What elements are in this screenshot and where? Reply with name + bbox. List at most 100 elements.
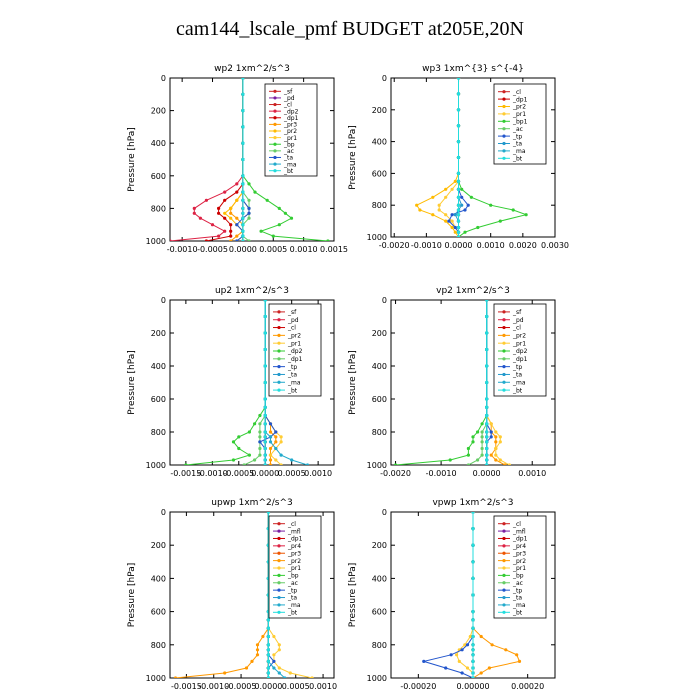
data-point-pr1: [468, 634, 472, 639]
data-point-dp1: [242, 463, 246, 465]
y-tick-label: 0: [161, 74, 166, 83]
legend-label: _ma: [287, 379, 301, 386]
legend-marker: [277, 318, 281, 322]
data-point-ma: [268, 435, 273, 439]
legend-marker: [502, 610, 506, 614]
data-point-tp: [274, 430, 278, 434]
data-point-dp1: [223, 216, 227, 220]
legend-marker: [277, 522, 281, 526]
data-point-bt: [241, 190, 245, 194]
series-group: [421, 512, 522, 678]
legend-marker: [273, 142, 277, 146]
legend-label: _pr1: [287, 565, 301, 572]
data-point-tp: [465, 643, 470, 647]
legend-marker: [277, 388, 281, 392]
data-point-ma: [290, 458, 294, 462]
data-point-dp1: [480, 440, 484, 444]
legend-label: _pr1: [512, 565, 526, 572]
data-point-pr1: [457, 659, 461, 664]
x-tick-label: -0.0010: [167, 245, 198, 254]
data-point-pr2: [255, 653, 260, 657]
data-point-pr2: [244, 666, 249, 670]
x-tick-label: -0.0010: [411, 241, 442, 250]
legend-marker: [273, 89, 277, 93]
data-point-dp1: [229, 229, 233, 233]
x-tick-label: 0.0030: [541, 241, 569, 250]
data-point-bt: [266, 618, 270, 622]
legend-label: _mfl: [287, 528, 301, 535]
data-point-dp2: [394, 463, 398, 465]
legend-label: _ac: [283, 148, 294, 155]
data-point-bt: [263, 347, 267, 352]
legend-marker: [502, 365, 506, 369]
data-point-pr1: [498, 458, 502, 462]
legend-label: _dp1: [512, 536, 528, 543]
legend: _cl_mfl_dp1_pr4_pr3_pr2_pr1_bp_ac_tp_ta_…: [268, 515, 322, 619]
data-point-bt: [471, 610, 475, 614]
series-line-pr3: [230, 78, 244, 241]
figure-title: cam144_lscale_pmf BUDGET at205E,20N: [176, 18, 524, 40]
y-tick-label: 800: [372, 641, 387, 650]
data-point-bt: [471, 671, 475, 675]
data-point-pr3: [235, 216, 239, 220]
legend-label: _pr2: [512, 104, 526, 111]
panel-title: vpwp 1xm^2/s^3: [432, 498, 513, 508]
data-point-bt: [241, 182, 245, 186]
data-point-bt: [471, 666, 475, 670]
data-point-pr2: [268, 458, 273, 462]
data-point-tp: [447, 219, 451, 223]
data-point-bt: [263, 430, 267, 434]
legend: _sf_pd_cl_dp2_dp1_pr3_pr2_pr1_bp_ac_ta_m…: [264, 83, 318, 177]
legend-label: _dp2: [512, 348, 528, 355]
data-point-dp2: [448, 458, 452, 462]
data-point-tp: [444, 666, 448, 670]
data-point-pr2: [274, 440, 278, 444]
series-line-pr2: [223, 78, 244, 241]
data-point-dp2: [192, 206, 196, 210]
y-axis-label: Pressure [hPa]: [127, 350, 137, 415]
data-point-pr1: [507, 463, 511, 465]
data-point-dp2: [471, 435, 475, 439]
data-point-pr1: [494, 453, 498, 457]
data-point-bt: [471, 643, 475, 647]
legend-marker: [502, 536, 506, 541]
legend-marker: [277, 573, 281, 577]
data-point-pr2: [418, 208, 422, 212]
legend-marker: [502, 333, 506, 337]
legend-label: _tp: [512, 587, 522, 594]
data-point-pr2: [515, 653, 519, 657]
legend-label: _cl: [287, 521, 296, 528]
legend-marker: [273, 96, 277, 100]
data-point-bt: [485, 413, 489, 418]
data-point-dp2: [204, 198, 208, 202]
panel-6: vpwp 1xm^2/s^3 Pressure [hPa] 0 200 400 600 80…: [348, 498, 556, 691]
x-tick-label: -0.0015: [170, 469, 201, 478]
legend-label: _bt: [512, 156, 523, 163]
data-point-bt: [471, 527, 475, 531]
legend-label: _dp2: [283, 108, 299, 115]
legend-label: _dp1: [512, 356, 528, 363]
legend-label: _pr1: [512, 340, 526, 347]
data-point-bt: [263, 422, 267, 426]
data-point-bt: [471, 648, 475, 652]
data-point-bt: [241, 92, 245, 96]
data-point-bp1: [469, 195, 473, 199]
data-point-bt: [263, 331, 267, 335]
data-point-pr1: [268, 453, 273, 457]
data-point-bt: [241, 234, 245, 238]
legend-marker: [277, 349, 281, 353]
y-tick-label: 0: [382, 508, 387, 517]
legend-label: _pr2: [512, 333, 526, 340]
data-point-bt: [456, 108, 461, 112]
legend-marker: [502, 372, 506, 377]
data-point-dp1: [204, 239, 208, 241]
data-point-dp1: [229, 234, 233, 238]
data-point-bt: [266, 659, 270, 664]
legend-label: _pr1: [512, 111, 526, 118]
legend-marker: [502, 581, 506, 585]
data-point-pr1: [444, 195, 448, 199]
legend-marker: [277, 357, 281, 361]
data-point-dp1: [223, 198, 227, 202]
data-point-dp1: [229, 223, 233, 227]
y-tick-label: 600: [372, 395, 387, 404]
